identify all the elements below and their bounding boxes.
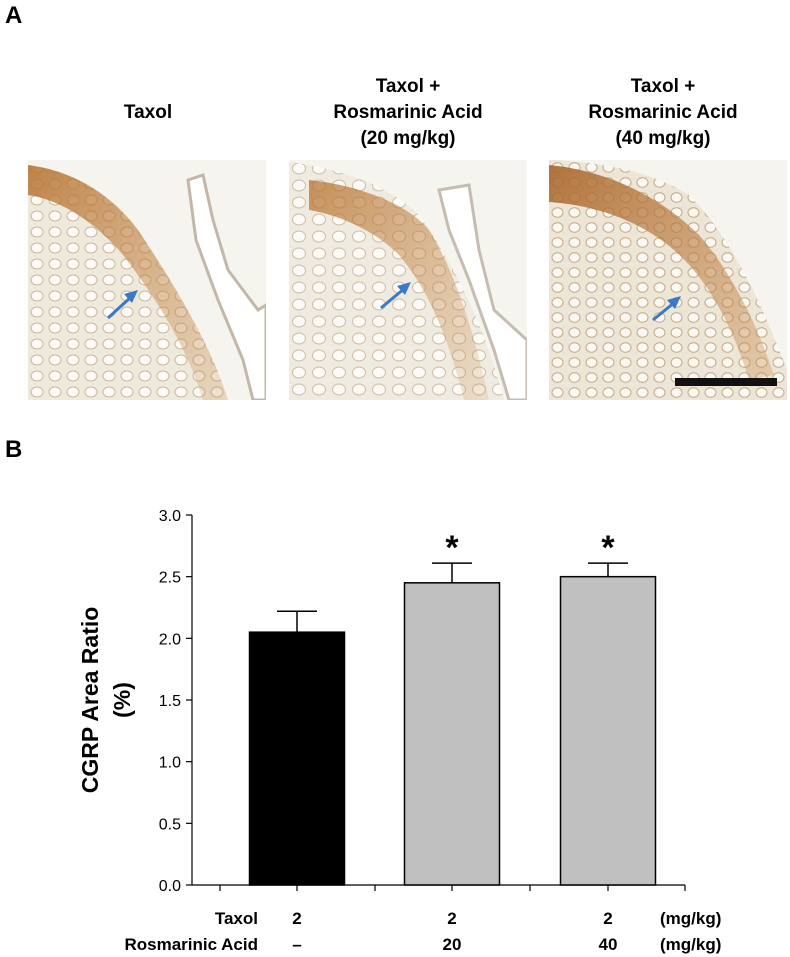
y-axis-label: CGRP Area Ratio [77, 607, 103, 794]
image-title-ra20: Taxol + Rosmarinic Acid (20 mg/kg) [283, 74, 533, 152]
image-title-line: Rosmarinic Acid [333, 102, 483, 123]
image-title-ra40: Taxol + Rosmarinic Acid (40 mg/kg) [538, 74, 788, 152]
micrograph-taxol [28, 160, 266, 400]
bar [248, 631, 346, 886]
image-title-line: Taxol + [630, 76, 696, 97]
y-axis-label-unit: (%) [109, 682, 135, 718]
y-tick-label: 0.0 [159, 878, 181, 895]
panel-b-label: B [5, 436, 23, 463]
tissue-micrograph-icon [549, 160, 787, 400]
scale-bar [675, 378, 777, 386]
image-title-line: (20 mg/kg) [360, 128, 456, 149]
bar-chart: 0.0 0.5 1.0 1.5 2.0 2.5 3.0 * * CGRP Area Ratio (%… [77, 508, 721, 954]
dose-value: 2 [603, 909, 612, 928]
y-tick-label: 0.5 [159, 816, 181, 833]
image-title-line: Taxol + [375, 76, 441, 97]
bar [403, 582, 501, 886]
y-tick-label: 1.5 [159, 693, 181, 710]
dose-row-label: Rosmarinic Acid [124, 935, 258, 954]
tissue-micrograph-icon [289, 160, 527, 400]
dose-unit: (mg/kg) [660, 909, 721, 928]
dose-unit: (mg/kg) [660, 935, 721, 954]
image-title-taxol: Taxol [23, 100, 273, 126]
y-tick-label: 2.5 [159, 570, 181, 587]
tissue-micrograph-icon [28, 160, 266, 400]
bar [559, 575, 657, 886]
significance-marker: * [601, 529, 615, 567]
dose-value: 20 [443, 935, 462, 954]
significance-marker: * [445, 529, 459, 567]
micrograph-ra20 [289, 160, 527, 400]
y-tick-label: 3.0 [159, 508, 181, 525]
panel-a-label: A [5, 2, 23, 29]
y-tick-label: 2.0 [159, 631, 181, 648]
dose-value: 2 [447, 909, 456, 928]
image-title-line: (40 mg/kg) [615, 128, 711, 149]
image-title-line: Taxol [123, 102, 173, 123]
chart-layer: 0.0 0.5 1.0 1.5 2.0 2.5 3.0 * * CGRP Area Ratio (%… [77, 508, 721, 954]
y-tick-label: 1.0 [159, 755, 181, 772]
dose-value: 40 [599, 935, 618, 954]
dose-value: – [292, 935, 301, 954]
image-title-line: Rosmarinic Acid [588, 102, 738, 123]
dose-row-label: Taxol [215, 909, 258, 928]
dose-value: 2 [292, 909, 301, 928]
micrograph-ra40 [549, 160, 787, 400]
